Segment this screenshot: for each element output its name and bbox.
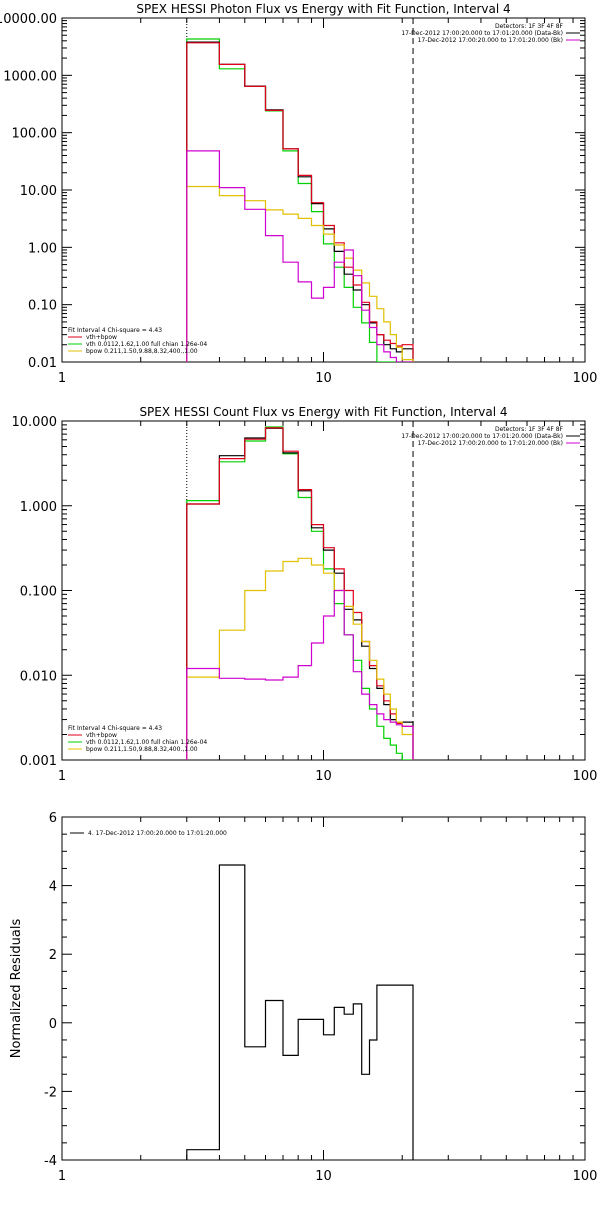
legend-top-entry: Detectors: 1F 3F 4F 8F	[495, 23, 564, 30]
series-line-4	[186, 185, 414, 362]
y-axis: 10.000 1.000 0.100 0.010 0.001	[12, 415, 585, 769]
y-tick-label: 0	[49, 1017, 57, 1032]
legend-top-entry: Detectors: 1F 3F 4F 8F	[495, 426, 564, 433]
y-tick-label: 0.01	[28, 356, 57, 371]
x-tick-label: 1	[58, 1169, 66, 1184]
legend-bottom-entry: Fit Interval 4 Chi-square = 4.43	[68, 327, 162, 334]
panel-3: 1 10 100 6 4 2 0 -2 -4 Normalized Residuals 4. 17-…	[9, 811, 597, 1184]
y-axis: 6 4 2 0 -2 -4	[44, 811, 585, 1169]
y-tick-label: 1000.00	[3, 69, 57, 84]
y-axis: 10000.00 1000.00 100.00 10.00 1.00 0.10 0.01	[0, 12, 585, 371]
series-line-2	[186, 41, 414, 362]
series-line-2	[186, 427, 414, 760]
legend-bottom-entry: bpow 0.211,1.50,9.88,8.32,400.,1.00	[86, 348, 198, 355]
series-line-1	[186, 864, 414, 1160]
legend-residuals: 4. 17-Dec-2012 17:00:20.000 to 17:01:20.…	[70, 830, 227, 837]
legend-top-entry: 17-Dec-2012 17:00:20.000 to 17:01:20.000…	[418, 37, 563, 44]
y-tick-label: 2	[49, 948, 57, 963]
series-group	[186, 38, 414, 362]
y-axis-label: Normalized Residuals	[9, 919, 24, 1059]
legend-bottom-entry: vth+bpow	[86, 732, 117, 739]
legend-bottom: Fit Interval 4 Chi-square = 4.43vth+bpow…	[68, 725, 207, 753]
series-line-5	[186, 589, 414, 760]
series-group	[186, 864, 414, 1160]
legend-bottom: Fit Interval 4 Chi-square = 4.43vth+bpow…	[68, 327, 207, 355]
y-tick-label: 10.00	[20, 184, 57, 199]
x-tick-label: 1	[58, 769, 66, 784]
legend-residuals-entry: 4. 17-Dec-2012 17:00:20.000 to 17:01:20.…	[88, 830, 227, 837]
y-tick-label: 1.00	[28, 241, 57, 256]
y-tick-label: 100.00	[12, 127, 58, 142]
y-tick-label: 1.000	[20, 500, 57, 515]
y-tick-label: 6	[49, 811, 57, 826]
series-line-4	[186, 557, 414, 760]
y-tick-label: 10000.00	[0, 12, 57, 27]
x-tick-label: 10	[315, 371, 332, 386]
series-line-3	[186, 42, 414, 362]
series-line-3	[186, 427, 414, 760]
y-tick-label: 0.010	[20, 669, 57, 684]
y-tick-label: 0.100	[20, 585, 57, 600]
x-tick-label: 10	[315, 1169, 332, 1184]
panel-2: SPEX HESSI Count Flux vs Energy with Fit…	[12, 405, 598, 784]
plot-frame	[61, 420, 586, 761]
x-tick-label: 100	[573, 371, 598, 386]
legend-bottom-entry: bpow 0.211,1.50,9.88,8.32,400.,1.00	[86, 746, 198, 753]
chart-title: SPEX HESSI Count Flux vs Energy with Fit…	[139, 405, 507, 419]
y-tick-label: -4	[44, 1154, 57, 1169]
y-tick-label: 0.10	[28, 299, 57, 314]
legend-bottom-entry: vth+bpow	[86, 334, 117, 341]
y-tick-label: 4	[49, 880, 57, 895]
legend-top-entry: 17-Dec-2012 17:00:20.000 to 17:01:20.000…	[401, 30, 563, 37]
chart-title: SPEX HESSI Photon Flux vs Energy with Fi…	[136, 2, 510, 16]
panel-1: SPEX HESSI Photon Flux vs Energy with Fi…	[0, 2, 597, 386]
legend-bottom-entry: vth 0.0112,1.62,1.00 full chian 1.26e-04	[86, 739, 207, 746]
y-tick-label: -2	[44, 1085, 57, 1100]
series-line-1	[186, 38, 413, 362]
legend-bottom-entry: vth 0.0112,1.62,1.00 full chian 1.26e-04	[86, 341, 207, 348]
y-tick-label: 0.001	[20, 754, 57, 769]
x-tick-label: 100	[573, 769, 598, 784]
x-tick-label: 1	[58, 371, 66, 386]
legend-top-entry: 17-Dec-2012 17:00:20.000 to 17:01:20.000…	[418, 440, 563, 447]
series-group	[186, 426, 414, 760]
legend-top-entry: 17-Dec-2012 17:00:20.000 to 17:01:20.000…	[401, 433, 563, 440]
plot-frame	[61, 17, 586, 363]
legend-bottom-entry: Fit Interval 4 Chi-square = 4.43	[68, 725, 162, 732]
x-tick-label: 10	[315, 769, 332, 784]
series-line-5	[186, 150, 413, 362]
x-axis: 1 10 100	[58, 817, 598, 1184]
series-line-1	[186, 426, 413, 760]
x-tick-label: 100	[573, 1169, 598, 1184]
y-tick-label: 10.000	[12, 415, 58, 430]
x-axis: 1 10 100	[58, 421, 598, 784]
plot-frame	[61, 816, 586, 1161]
